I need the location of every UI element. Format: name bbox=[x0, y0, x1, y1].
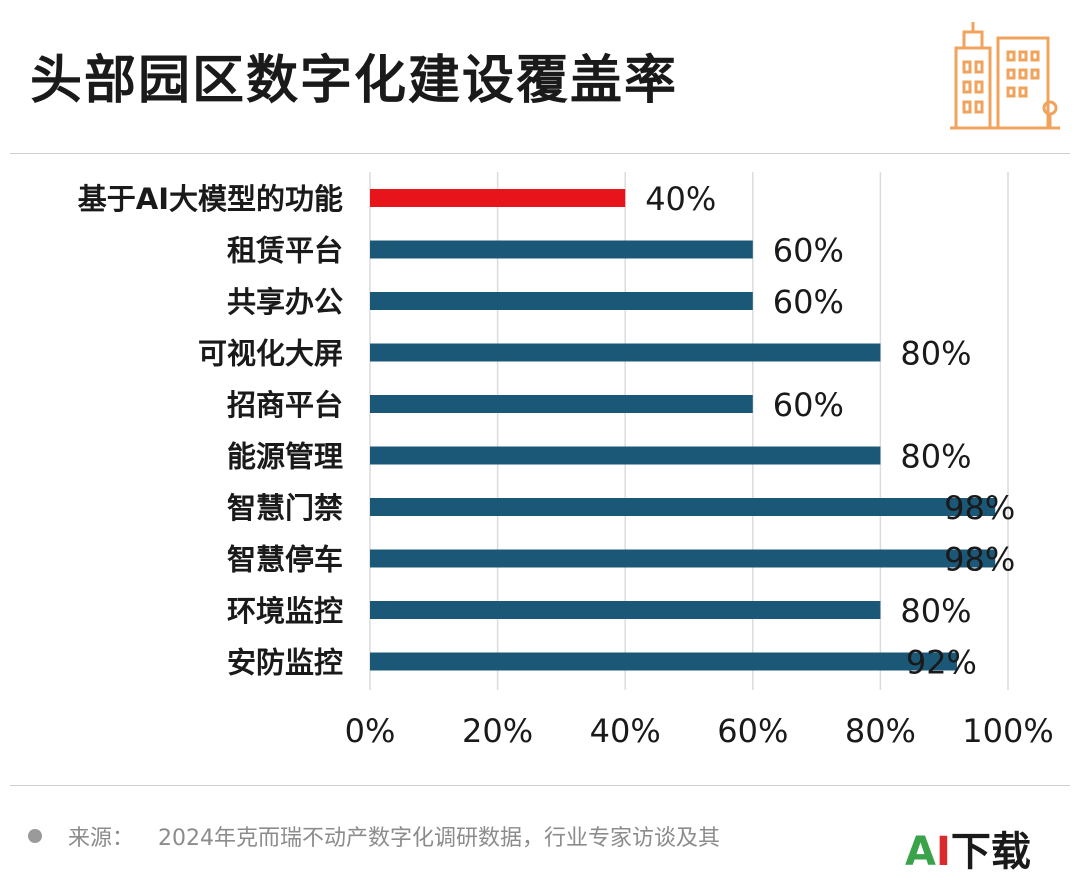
data-label: 80% bbox=[900, 438, 971, 476]
bar bbox=[370, 498, 996, 516]
category-label: 可视化大屏 bbox=[198, 337, 343, 371]
data-label: 40% bbox=[645, 180, 716, 218]
bar bbox=[370, 292, 753, 310]
data-label: 92% bbox=[906, 644, 977, 682]
bar bbox=[370, 549, 996, 568]
category-label: 基于AI大模型的功能 bbox=[78, 182, 343, 216]
x-tick-label: 20% bbox=[462, 712, 533, 750]
source-label: 来源： bbox=[68, 826, 135, 851]
category-label: 能源管理 bbox=[227, 440, 343, 474]
data-label: 60% bbox=[773, 232, 844, 270]
data-label: 80% bbox=[900, 335, 971, 373]
bar bbox=[370, 446, 881, 465]
badge-part-a: A bbox=[905, 829, 936, 875]
category-label: 租赁平台 bbox=[227, 234, 343, 268]
x-tick-label: 80% bbox=[845, 712, 916, 750]
category-label: 环境监控 bbox=[227, 594, 343, 628]
category-label: 智慧门禁 bbox=[227, 491, 343, 525]
x-tick-label: 40% bbox=[590, 712, 661, 750]
top-divider bbox=[10, 153, 1070, 154]
data-label: 80% bbox=[900, 592, 971, 630]
data-label: 60% bbox=[773, 283, 844, 321]
x-tick-label: 100% bbox=[962, 712, 1053, 750]
badge-part-i: I bbox=[935, 829, 951, 875]
bar-chart: 0% 20% 40% 60% 80% 100% 基于AI大模型的功能 40% 租赁平台 60% 共享… bbox=[78, 172, 1054, 750]
category-label: 共享办公 bbox=[227, 285, 343, 319]
bar bbox=[370, 395, 753, 413]
bar bbox=[370, 601, 881, 619]
source-note: 来源： 2024年克而瑞不动产数字化调研数据，行业专家访谈及其 bbox=[28, 820, 720, 852]
data-label: 98% bbox=[944, 541, 1015, 579]
bar bbox=[370, 189, 626, 207]
city-buildings-icon bbox=[950, 22, 1060, 130]
bottom-divider bbox=[10, 785, 1070, 786]
ai-download-badge: AI下载 bbox=[905, 832, 1031, 872]
bar bbox=[370, 240, 753, 259]
category-label: 智慧停车 bbox=[227, 543, 343, 577]
source-text: 2024年克而瑞不动产数字化调研数据，行业专家访谈及其 bbox=[158, 826, 721, 851]
x-tick-label: 60% bbox=[717, 712, 788, 750]
category-label: 招商平台 bbox=[227, 388, 343, 422]
category-label: 安防监控 bbox=[227, 646, 343, 680]
bullet-dot bbox=[28, 829, 42, 843]
x-tick-label: 0% bbox=[345, 712, 396, 750]
chart-title: 头部园区数字化建设覆盖率 bbox=[30, 51, 679, 111]
bar bbox=[370, 343, 881, 362]
bar bbox=[370, 652, 957, 671]
data-label: 98% bbox=[944, 489, 1015, 527]
data-label: 60% bbox=[773, 386, 844, 424]
badge-part-download: 下载 bbox=[950, 829, 1031, 875]
